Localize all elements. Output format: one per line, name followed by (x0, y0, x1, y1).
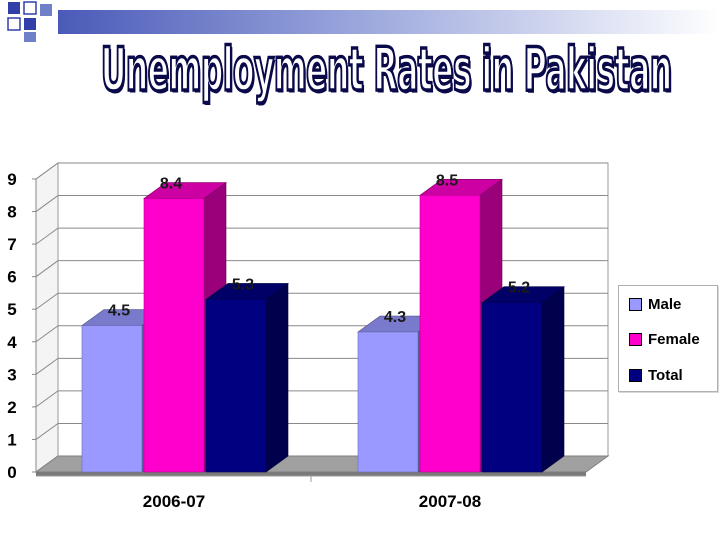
y-tick-label: 5 (7, 300, 16, 319)
data-label: 5.3 (232, 276, 254, 293)
data-label: 8.4 (160, 176, 182, 193)
gridline (35, 162, 608, 180)
chart-legend: Male Female Total (618, 285, 718, 392)
legend-label-female: Female (648, 330, 700, 348)
bar-total-2007-08 (481, 286, 565, 473)
y-tick-label: 7 (7, 235, 16, 254)
y-tick-label: 4 (7, 333, 17, 352)
legend-item-total: Total (629, 365, 683, 385)
y-tick-label: 2 (7, 398, 16, 417)
decoration-square (8, 2, 20, 14)
decoration-square (23, 1, 37, 15)
y-tick-label: 3 (7, 365, 16, 384)
data-label: 5.2 (508, 280, 530, 297)
bar-side-face (541, 286, 565, 473)
slide-title: Unemployment Rates in Pakistan (100, 34, 673, 106)
bar-front-face (205, 299, 267, 473)
title-decoration (7, 1, 720, 42)
y-axis: 0 1 2 3 4 5 6 7 8 9 (7, 170, 37, 482)
y-tick-label: 1 (7, 430, 16, 449)
data-label: 8.5 (436, 172, 458, 189)
decoration-square (40, 4, 52, 16)
y-tick-label: 6 (7, 268, 16, 287)
bar-front-face (81, 325, 143, 473)
bar-side-face (265, 282, 289, 473)
chart-floor-edge (36, 472, 586, 476)
decoration-square (24, 18, 36, 30)
y-tick-label: 0 (7, 463, 16, 482)
bar-front-face (143, 198, 205, 473)
y-tick-label: 9 (7, 170, 16, 189)
legend-swatch-male (629, 297, 642, 311)
bar-front-face (481, 302, 543, 473)
decoration-square (24, 32, 36, 42)
bar-total-2006-07 (205, 282, 289, 473)
x-tick-label: 2007-08 (419, 492, 481, 511)
x-tick-label: 2006-07 (143, 492, 205, 511)
chart-bars (81, 178, 565, 473)
legend-item-female: Female (629, 329, 700, 349)
y-tick-label: 8 (7, 203, 16, 222)
decoration-square (7, 17, 21, 31)
data-labels: 4.5 8.4 5.3 4.3 8.5 5.2 (108, 172, 530, 326)
legend-label-male: Male (648, 295, 682, 313)
bar-front-face (357, 331, 419, 473)
x-axis: 2006-07 2007-08 (36, 475, 586, 511)
decoration-gradient-band (58, 10, 720, 34)
data-label: 4.5 (108, 303, 130, 320)
data-label: 4.3 (384, 309, 406, 326)
legend-label-total: Total (648, 366, 683, 384)
legend-item-male: Male (629, 294, 681, 314)
bar-front-face (419, 194, 481, 473)
legend-swatch-female (629, 332, 642, 346)
legend-swatch-total (629, 368, 642, 382)
